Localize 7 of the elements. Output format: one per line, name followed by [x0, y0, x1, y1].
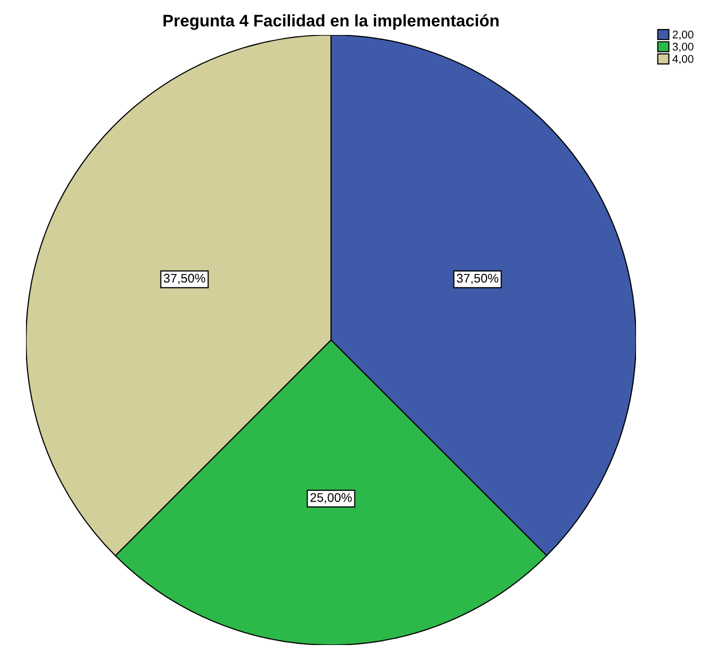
legend-label: 4,00 [672, 54, 694, 64]
legend-label: 2,00 [672, 30, 694, 40]
data-label: 37,50% [164, 274, 206, 284]
data-label: 25,00% [310, 493, 352, 504]
legend-label: 3,00 [672, 42, 694, 52]
chart-title: Pregunta 4 Facilidad en la implementación [164, 14, 499, 30]
data-label: 37,50% [456, 274, 498, 284]
